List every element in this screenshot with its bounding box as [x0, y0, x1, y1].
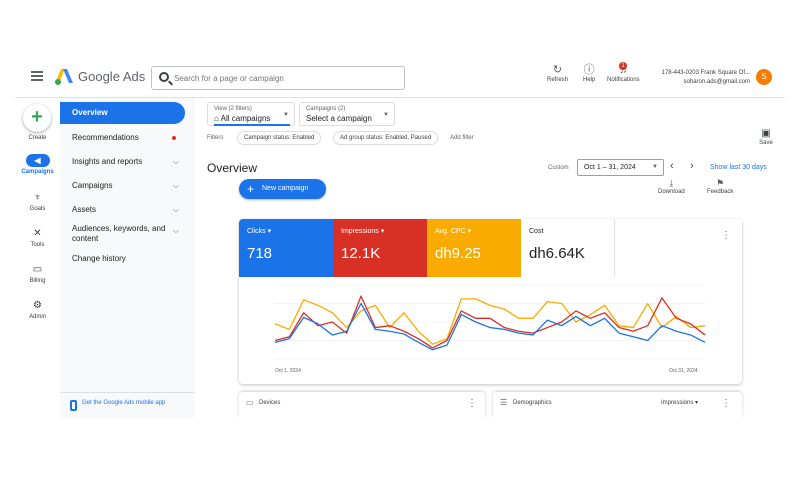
- new-campaign-button[interactable]: + New campaign: [239, 179, 326, 199]
- chevron-down-icon: ⌵: [172, 205, 179, 214]
- download-icon: ⤓: [669, 178, 674, 188]
- plus-icon: +: [247, 182, 255, 196]
- dropdown-arrow-icon: ▾: [467, 228, 472, 235]
- campaign-filter-select[interactable]: Campaigns (2) Select a campaign ▼: [299, 102, 395, 126]
- show-last-30-days-link[interactable]: Show last 30 days: [710, 164, 767, 171]
- notifications-button[interactable]: ♫ 1 Notifications: [607, 62, 640, 83]
- account-info[interactable]: 178-443-0203 Frank Square Of... soharon.…: [658, 69, 750, 87]
- hamburger-menu-icon[interactable]: [31, 71, 43, 81]
- chevron-down-icon: ⌵: [172, 181, 179, 190]
- create-button[interactable]: +: [23, 104, 51, 132]
- chevron-down-icon: ⌵: [172, 226, 179, 235]
- trophy-icon: ♆: [33, 192, 42, 203]
- billing-icon: ▭: [32, 264, 43, 275]
- metric-clicks[interactable]: Clicks ▾ 718: [239, 219, 333, 277]
- rail-item-admin[interactable]: ⚙ Admin: [15, 300, 60, 320]
- mobile-app-promo[interactable]: Get the Google Ads mobile app: [60, 392, 195, 411]
- x-tick-label-end: Oct 31, 2024: [669, 368, 698, 374]
- rail-item-billing[interactable]: ▭ Billing: [15, 264, 60, 284]
- feedback-button[interactable]: ⚑ Feedback: [707, 178, 734, 195]
- performance-chart-card: Clicks ▾ 718 Impressions ▾ 12.1K Avg. CP…: [239, 219, 742, 384]
- phone-icon: [70, 400, 77, 411]
- nav-item-campaigns[interactable]: Campaigns ⌵: [60, 175, 185, 197]
- nav-panel: Overview Recommendations Insights and re…: [60, 98, 195, 418]
- more-vert-icon[interactable]: ⋮: [467, 398, 477, 409]
- nav-item-audiences[interactable]: Audiences, keywords, and content ⌵: [72, 224, 179, 243]
- dropdown-arrow-icon: ▼: [383, 112, 389, 118]
- demographics-metric-select[interactable]: Impressions ▾: [661, 400, 699, 406]
- help-button[interactable]: ⓘ Help: [583, 64, 596, 83]
- notifications-badge: 1: [619, 62, 627, 70]
- nav-item-assets[interactable]: Assets ⌵: [60, 199, 185, 221]
- demographics-card: ☰ Demographics Impressions ▾ ⋮: [493, 392, 742, 418]
- series-line-avg-cpc[interactable]: [274, 298, 706, 345]
- next-period-icon[interactable]: ›: [690, 160, 694, 172]
- dropdown-arrow-icon: ▾: [267, 228, 272, 235]
- devices-card: ▭ Devices ⋮: [239, 392, 485, 418]
- save-icon: ▣: [761, 128, 771, 139]
- google-ads-app: Google Ads ↻ Refresh ⓘ Help ♫ 1 Notifica…: [15, 58, 785, 418]
- metric-impressions[interactable]: Impressions ▾ 12.1K: [333, 219, 427, 277]
- more-vert-icon[interactable]: ⋮: [721, 230, 731, 241]
- dropdown-arrow-icon: ▼: [652, 164, 658, 170]
- save-button[interactable]: ▣ Save: [755, 128, 777, 146]
- account-email: soharon.ads@gmail.com: [683, 79, 750, 85]
- series-line-clicks[interactable]: [274, 302, 706, 351]
- line-chart: [274, 284, 706, 360]
- tools-icon: ✕: [33, 228, 42, 239]
- app-name: Google Ads: [78, 69, 146, 84]
- filters-label: Filters: [207, 135, 224, 141]
- devices-title: Devices: [259, 400, 281, 406]
- home-icon: ⌂: [214, 114, 221, 123]
- prev-period-icon[interactable]: ‹: [670, 160, 674, 172]
- avatar[interactable]: S: [756, 69, 772, 85]
- add-filter-button[interactable]: Add filter: [450, 135, 474, 141]
- gear-icon: ⚙: [33, 300, 42, 311]
- demographics-icon: ☰: [500, 398, 508, 407]
- nav-item-recommendations[interactable]: Recommendations: [60, 127, 185, 149]
- nav-item-overview[interactable]: Overview: [60, 102, 185, 124]
- rail-item-tools[interactable]: ✕ Tools: [15, 228, 60, 248]
- feedback-icon: ⚑: [716, 178, 725, 188]
- megaphone-icon: ◀: [25, 154, 50, 167]
- dropdown-arrow-icon: ▾: [380, 228, 385, 235]
- dropdown-arrow-icon: ▼: [283, 112, 289, 118]
- nav-item-insights[interactable]: Insights and reports ⌵: [60, 151, 185, 173]
- date-range-select[interactable]: Oct 1 – 31, 2024 ▼: [577, 159, 664, 176]
- series-line-impressions[interactable]: [274, 295, 706, 349]
- download-button[interactable]: ⤓ Download: [658, 178, 685, 195]
- metric-cost[interactable]: Cost dh6.64K: [521, 219, 615, 277]
- refresh-icon: ↻: [552, 64, 563, 76]
- metric-avg-cpc[interactable]: Avg. CPC ▾ dh9.25: [427, 219, 521, 277]
- chevron-down-icon: ⌵: [172, 157, 179, 166]
- create-label: Create: [28, 135, 47, 141]
- demographics-title: Demographics: [513, 400, 552, 406]
- main-content: View (2 filters) ⌂ All campaigns ▼ Campa…: [195, 98, 785, 418]
- refresh-button[interactable]: ↻ Refresh: [547, 64, 569, 83]
- search-box[interactable]: [151, 66, 405, 90]
- view-filter-select[interactable]: View (2 filters) ⌂ All campaigns ▼: [207, 102, 295, 126]
- search-icon: [159, 72, 169, 82]
- help-icon: ⓘ: [583, 64, 595, 76]
- rail-item-campaigns[interactable]: ◀ Campaigns: [21, 154, 54, 175]
- custom-label: Custom: [548, 165, 569, 171]
- filter-chip-campaign-status[interactable]: Campaign status: Enabled: [237, 131, 322, 145]
- active-underline: [214, 124, 290, 126]
- devices-icon: ▭: [246, 398, 254, 407]
- nav-item-change-history[interactable]: Change history: [72, 254, 126, 263]
- x-tick-label-start: Oct 1, 2024: [275, 368, 301, 374]
- top-bar: Google Ads ↻ Refresh ⓘ Help ♫ 1 Notifica…: [15, 58, 785, 98]
- more-vert-icon[interactable]: ⋮: [721, 398, 731, 409]
- filter-chip-ad-group-status[interactable]: Ad group status: Enabled, Paused: [333, 131, 439, 145]
- google-ads-logo-icon: [55, 69, 73, 85]
- account-id: 178-443-0203 Frank Square Of...: [661, 70, 750, 76]
- left-rail: + Create ◀ Campaigns ♆ Goals ✕ Tools ▭ B…: [15, 98, 60, 418]
- rail-item-goals[interactable]: ♆ Goals: [15, 192, 60, 212]
- search-input[interactable]: [174, 70, 399, 86]
- bell-icon: ♫: [619, 64, 628, 76]
- recommendations-dot: [172, 136, 176, 140]
- page-title: Overview: [207, 161, 258, 175]
